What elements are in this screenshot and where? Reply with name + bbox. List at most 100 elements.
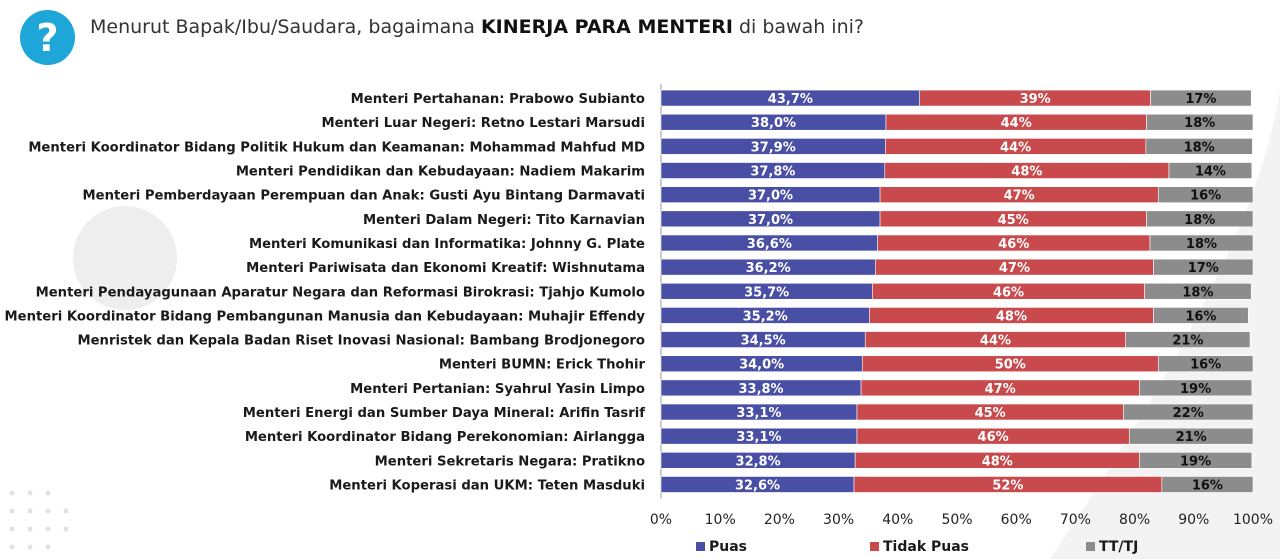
bar-segment-tt-tj — [1123, 403, 1254, 421]
data-label: 52% — [992, 478, 1023, 493]
data-label: 36,2% — [746, 261, 791, 276]
data-label: 18% — [1184, 140, 1215, 155]
data-label: 47% — [1004, 189, 1035, 204]
data-label: 17% — [1188, 261, 1219, 276]
category-label: Menteri Koordinator Bidang Perekonomian:… — [245, 430, 645, 445]
data-label: 37,0% — [748, 189, 793, 204]
x-tick-label: 10% — [705, 512, 736, 528]
data-label: 45% — [998, 213, 1029, 228]
category-label: Menteri Luar Negeri: Retno Lestari Marsu… — [321, 116, 645, 131]
data-label: 18% — [1186, 237, 1217, 252]
bar-segment-tt-tj — [1153, 258, 1254, 276]
x-tick-label: 40% — [882, 512, 913, 528]
category-label: Menteri Pertahanan: Prabowo Subianto — [351, 92, 645, 107]
category-label: Menteri Pertanian: Syahrul Yasin Limpo — [350, 382, 645, 397]
data-label: 16% — [1190, 189, 1221, 204]
bar-segment-tt-tj — [1125, 331, 1251, 348]
category-label: Menteri Pemberdayaan Perempuan dan Anak:… — [83, 189, 646, 204]
category-label: Menteri Koperasi dan UKM: Teten Masduki — [329, 478, 645, 493]
category-label: Menteri Pendidikan dan Kebudayaan: Nadie… — [236, 165, 645, 180]
data-label: 37,0% — [748, 213, 793, 228]
category-label: Menteri Koordinator Bidang Pembangunan M… — [5, 309, 646, 324]
data-label: 50% — [995, 358, 1026, 373]
data-label: 47% — [985, 382, 1016, 397]
bar-segment-tt-tj — [1139, 379, 1253, 397]
question-icon: ? — [20, 10, 75, 65]
data-label: 48% — [982, 454, 1013, 469]
data-label: 18% — [1182, 285, 1213, 300]
data-label: 44% — [980, 334, 1011, 349]
bar-segment-tt-tj — [1150, 89, 1252, 107]
data-label: 44% — [1001, 116, 1032, 131]
data-label: 18% — [1184, 213, 1215, 228]
bar-segment-tt-tj — [1157, 186, 1254, 203]
bar-segment-tt-tj — [1146, 113, 1254, 131]
data-label: 33,1% — [736, 430, 781, 445]
category-label: Menteri Energi dan Sumber Daya Mineral: … — [243, 406, 645, 421]
data-label: 33,8% — [738, 382, 783, 397]
data-label: 48% — [1011, 165, 1042, 180]
bar-segment-tt-tj — [1168, 162, 1253, 179]
question-prefix: Menurut Bapak/Ibu/Saudara, bagaimana — [90, 16, 481, 38]
data-label: 37,9% — [751, 140, 796, 155]
question-suffix: di bawah ini? — [732, 16, 864, 38]
x-tick-label: 100% — [1233, 512, 1273, 528]
data-label: 19% — [1180, 454, 1211, 469]
data-label: 32,6% — [735, 478, 780, 493]
data-label: 19% — [1180, 382, 1211, 397]
data-label: 43,7% — [768, 92, 813, 107]
bar-segment-tt-tj — [1144, 282, 1252, 300]
question-emphasis: KINERJA PARA MENTERI — [480, 16, 733, 38]
data-label: 14% — [1195, 165, 1226, 180]
data-label: 47% — [999, 261, 1030, 276]
data-label: 35,7% — [744, 285, 789, 300]
data-label: 46% — [993, 285, 1024, 300]
data-label: 37,8% — [750, 165, 795, 180]
category-label: Menteri Pariwisata dan Ekonomi Kreatif: … — [246, 261, 645, 276]
question-title: Menurut Bapak/Ibu/Saudara, bagaimana KIN… — [90, 16, 864, 38]
x-tick-label: 50% — [941, 512, 972, 528]
data-label: 34,0% — [739, 358, 784, 373]
category-label: Menteri Pendayagunaan Aparatur Negara da… — [36, 285, 645, 300]
x-tick-label: 30% — [823, 512, 854, 528]
legend-swatch — [696, 542, 705, 551]
x-tick-label: 60% — [1001, 512, 1032, 528]
bar-segment-tt-tj — [1128, 427, 1254, 445]
bar-segment-tt-tj — [1139, 452, 1253, 469]
data-label: 46% — [978, 430, 1009, 445]
bar-segment-tt-tj — [1157, 355, 1254, 373]
legend-label: Tidak Puas — [883, 539, 969, 555]
x-tick-label: 80% — [1119, 512, 1150, 528]
category-label: Menteri Sekretaris Negara: Pratikno — [375, 454, 645, 469]
data-label: 16% — [1192, 478, 1223, 493]
data-label: 45% — [975, 406, 1006, 421]
bar-segment-tt-tj — [1153, 307, 1249, 324]
x-tick-label: 90% — [1178, 512, 1209, 528]
data-label: 34,5% — [741, 334, 786, 349]
data-label: 48% — [996, 309, 1027, 324]
data-label: 32,8% — [736, 454, 781, 469]
data-label: 46% — [998, 237, 1029, 252]
data-label: 17% — [1185, 92, 1216, 107]
data-label: 16% — [1185, 309, 1216, 324]
category-label: Menristek dan Kepala Badan Riset Inovasi… — [77, 334, 645, 349]
data-label: 35,2% — [743, 309, 788, 324]
data-label: 21% — [1176, 430, 1207, 445]
data-label: 22% — [1173, 406, 1204, 421]
bar-segment-tt-tj — [1161, 476, 1254, 493]
legend-label: Puas — [709, 539, 747, 555]
data-label: 18% — [1184, 116, 1215, 131]
data-label: 21% — [1172, 334, 1203, 349]
data-label: 44% — [1000, 140, 1031, 155]
x-tick-label: 70% — [1060, 512, 1091, 528]
x-tick-label: 0% — [650, 512, 672, 528]
category-label: Menteri Komunikasi dan Informatika: John… — [249, 237, 645, 252]
category-label: Menteri Koordinator Bidang Politik Hukum… — [28, 140, 645, 155]
bar-segment-tt-tj — [1146, 210, 1254, 228]
legend-swatch — [1086, 542, 1095, 551]
legend-label: TT/TJ — [1099, 539, 1138, 555]
data-label: 16% — [1190, 358, 1221, 373]
bar-segment-tt-tj — [1145, 138, 1253, 155]
category-label: Menteri Dalam Negeri: Tito Karnavian — [363, 213, 645, 228]
